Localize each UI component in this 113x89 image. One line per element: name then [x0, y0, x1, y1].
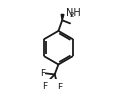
- Text: F: F: [39, 69, 45, 78]
- Polygon shape: [61, 14, 63, 20]
- Text: NH: NH: [65, 8, 80, 18]
- Text: 2: 2: [69, 12, 74, 18]
- Text: F: F: [42, 82, 47, 89]
- Text: F: F: [57, 83, 62, 89]
